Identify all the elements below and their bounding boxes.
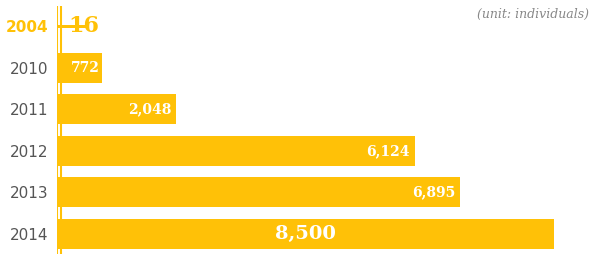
Text: (unit: individuals): (unit: individuals) xyxy=(477,8,589,21)
Bar xyxy=(56,219,554,249)
Text: 6,124: 6,124 xyxy=(367,144,410,158)
Bar xyxy=(56,136,415,166)
Bar xyxy=(56,53,101,83)
Text: (estimate): (estimate) xyxy=(499,229,552,238)
Text: 16: 16 xyxy=(68,15,99,37)
Bar xyxy=(56,94,176,124)
Bar xyxy=(56,177,460,207)
Text: 6,895: 6,895 xyxy=(412,185,455,199)
Bar xyxy=(56,25,86,28)
Text: 8,500: 8,500 xyxy=(275,225,335,243)
Text: 2,048: 2,048 xyxy=(128,102,172,116)
Text: 772: 772 xyxy=(71,61,100,75)
